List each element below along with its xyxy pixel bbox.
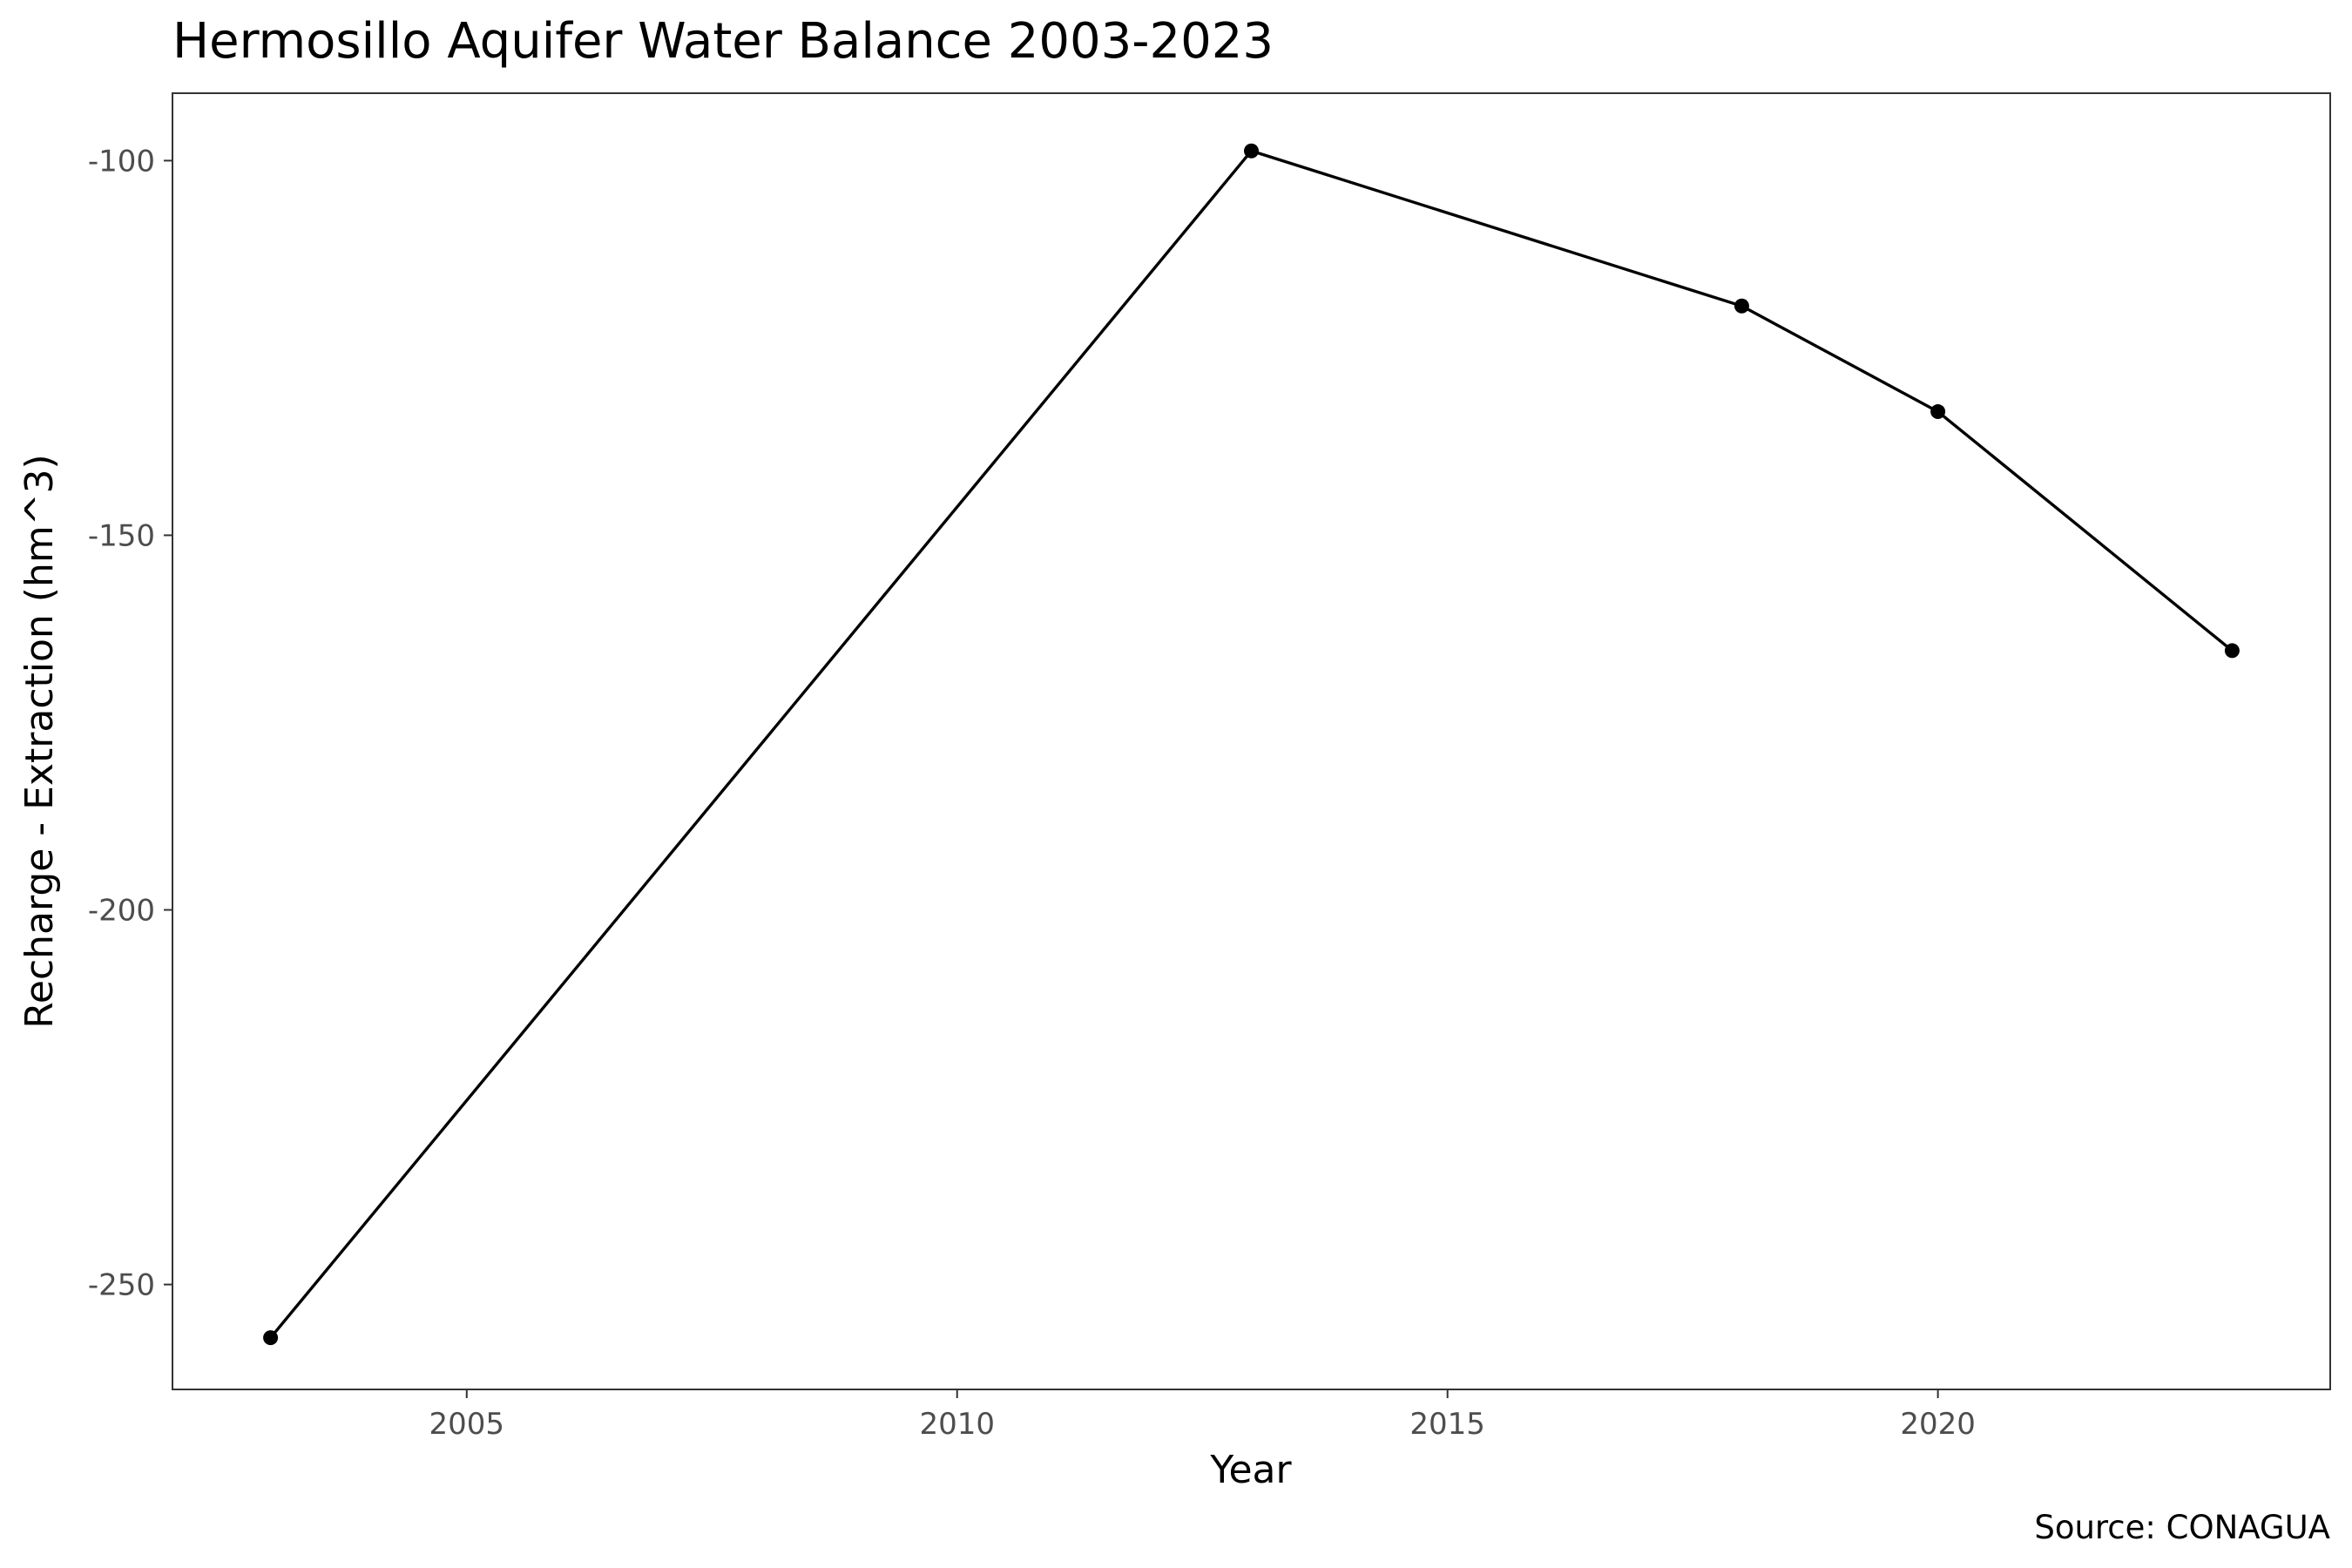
x-tick-label: 2010	[919, 1407, 995, 1442]
y-axis-title: Recharge - Extraction (hm^3)	[17, 454, 62, 1028]
data-point	[263, 1330, 279, 1346]
x-tick-label: 2005	[429, 1407, 505, 1442]
y-tick-label: -150	[88, 518, 155, 553]
data-point	[1734, 298, 1749, 314]
data-point	[2224, 643, 2240, 659]
x-axis-title: Year	[1209, 1448, 1292, 1492]
y-tick-label: -100	[88, 144, 155, 179]
data-point	[1244, 143, 1259, 159]
x-tick-label: 2015	[1409, 1407, 1485, 1442]
data-point	[1930, 404, 1946, 420]
data-points	[263, 143, 2240, 1346]
x-tick-label: 2020	[1900, 1407, 1976, 1442]
y-tick-label: -250	[88, 1268, 155, 1303]
source-caption: Source: CONAGUA	[2034, 1509, 2330, 1546]
y-axis: -100 -150 -200 -250	[88, 144, 172, 1303]
plot-panel	[172, 92, 2331, 1390]
chart-title: Hermosillo Aquifer Water Balance 2003-20…	[172, 13, 1274, 70]
x-axis: 2005 2010 2015 2020	[429, 1389, 1976, 1442]
y-tick-label: -200	[88, 894, 155, 929]
